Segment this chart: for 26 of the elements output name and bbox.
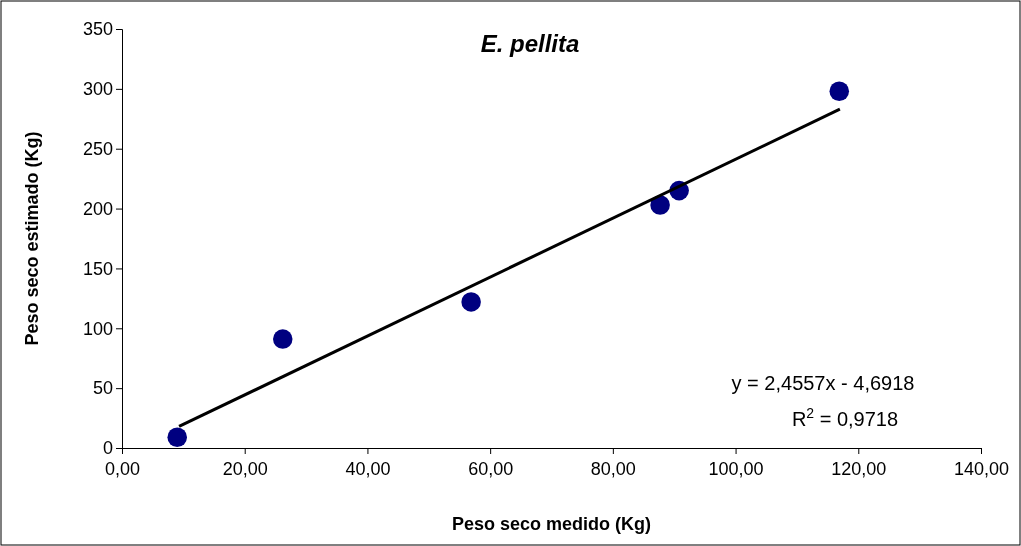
x-tick-label: 20,00 (222, 459, 268, 479)
x-tick-label: 0,00 (104, 459, 141, 479)
y-tick-label: 0 (102, 438, 113, 459)
point (272, 329, 293, 349)
x-tick-label: 40,00 (345, 459, 391, 479)
y-tick-label: 50 (92, 378, 113, 399)
chart-title: E. pellita (480, 30, 580, 57)
x-axis-title: Peso seco medido (Kg) (451, 514, 652, 534)
point (167, 427, 187, 447)
y-tick-label: 250 (82, 138, 113, 159)
x-tick-label: 140,00 (953, 459, 1010, 479)
y-tick-label: 200 (82, 198, 113, 219)
x-tick-label: 100,00 (708, 459, 764, 479)
x-tick-label: 80,00 (590, 459, 636, 479)
y-tick-label: 150 (82, 258, 113, 279)
point (461, 292, 481, 312)
point (650, 195, 670, 215)
annotation: R$^{2}$ = 0,9718 (791, 405, 899, 430)
y-tick-label: 100 (82, 318, 113, 339)
x-tick-label: 120,00 (831, 459, 887, 479)
x-tick-label: 60,00 (468, 459, 514, 479)
y-axis-title: Peso seco estimado (Kg) (22, 131, 42, 346)
point (829, 81, 850, 101)
y-tick-label: 350 (82, 19, 113, 40)
annotation: y = 2,4557x - 4,6918 (731, 372, 915, 394)
y-tick-label: 300 (82, 79, 113, 100)
